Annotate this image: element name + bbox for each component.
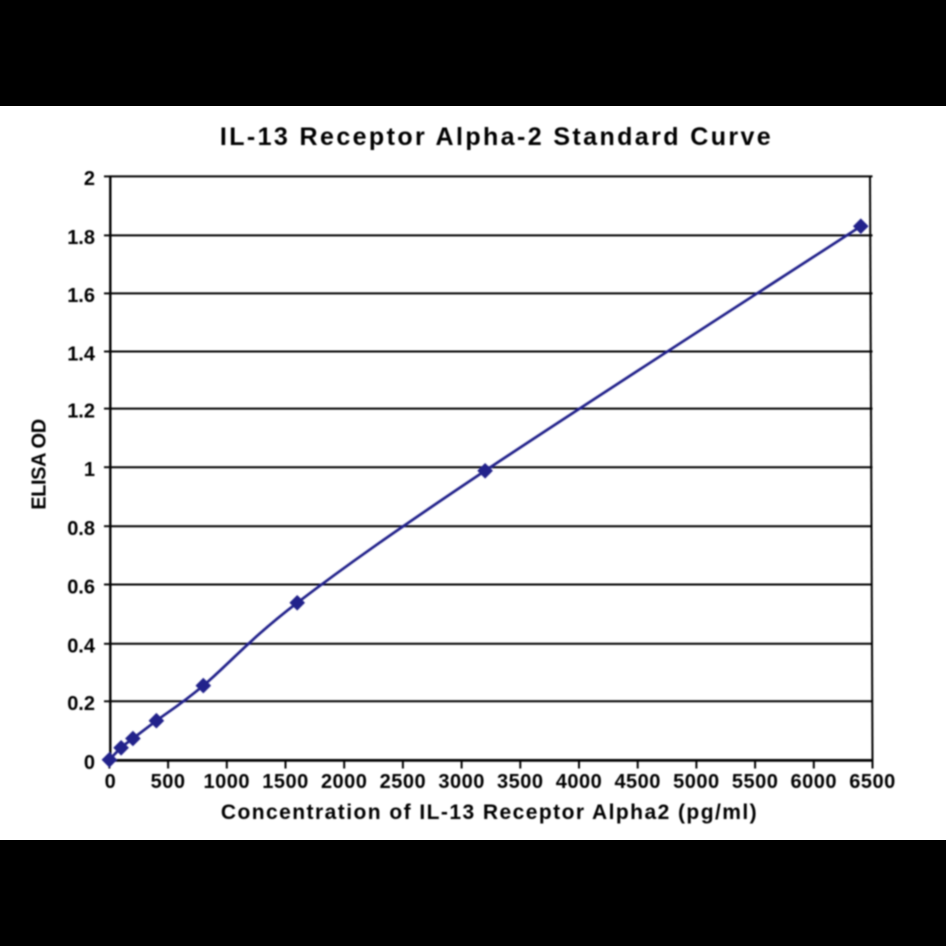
svg-text:1000: 1000 (204, 771, 251, 793)
svg-text:IL-13 Receptor Alpha-2 Standar: IL-13 Receptor Alpha-2 Standard Curve (220, 123, 773, 151)
svg-text:3500: 3500 (497, 771, 544, 793)
svg-text:1.4: 1.4 (67, 343, 96, 365)
svg-text:5500: 5500 (732, 771, 779, 793)
svg-text:5000: 5000 (673, 771, 720, 793)
svg-text:4000: 4000 (556, 771, 603, 793)
svg-text:0.4: 0.4 (67, 636, 96, 658)
svg-text:6000: 6000 (791, 771, 838, 793)
svg-text:1500: 1500 (262, 771, 309, 793)
svg-text:3000: 3000 (438, 771, 485, 793)
svg-text:0.2: 0.2 (67, 693, 95, 715)
svg-text:1.6: 1.6 (67, 285, 95, 307)
svg-text:0.8: 0.8 (67, 518, 95, 540)
svg-text:0.6: 0.6 (67, 576, 95, 598)
svg-text:0: 0 (84, 752, 95, 774)
svg-text:4500: 4500 (614, 771, 661, 793)
svg-text:1: 1 (84, 459, 95, 481)
svg-text:1.2: 1.2 (67, 400, 95, 422)
svg-text:2000: 2000 (321, 771, 368, 793)
svg-text:500: 500 (151, 771, 186, 793)
svg-text:1.8: 1.8 (67, 227, 95, 249)
svg-text:Concentration of IL-13 Recepto: Concentration of IL-13 Receptor Alpha2 (… (221, 801, 758, 824)
svg-text:6500: 6500 (849, 771, 896, 793)
svg-text:2: 2 (84, 168, 95, 190)
svg-text:2500: 2500 (380, 771, 427, 793)
svg-text:ELISA OD: ELISA OD (29, 419, 51, 510)
svg-text:0: 0 (105, 771, 117, 793)
